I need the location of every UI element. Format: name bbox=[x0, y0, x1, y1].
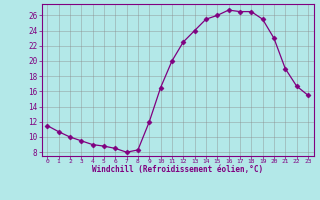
X-axis label: Windchill (Refroidissement éolien,°C): Windchill (Refroidissement éolien,°C) bbox=[92, 165, 263, 174]
